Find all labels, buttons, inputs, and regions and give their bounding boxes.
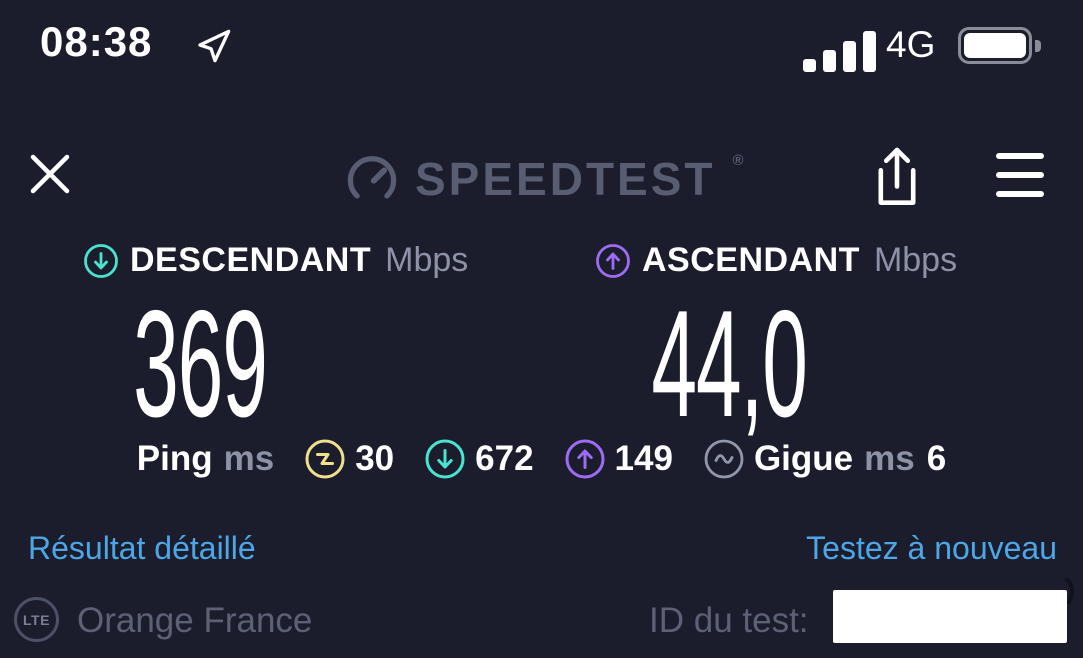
hamburger-line [996, 153, 1044, 159]
close-button[interactable] [26, 150, 74, 198]
hamburger-line [996, 191, 1044, 197]
jitter-label: Gigue [753, 439, 854, 478]
ping-unit: ms [223, 439, 275, 478]
lte-badge: LTE [14, 597, 59, 642]
battery-nub [1035, 40, 1041, 52]
ping-zigzag-icon [304, 438, 346, 480]
ping-value: 30 [355, 439, 395, 478]
download-latency-icon [424, 438, 466, 480]
redaction-pen-mark [1062, 578, 1080, 604]
download-circle-icon [83, 243, 119, 279]
signal-strength-icon [803, 30, 876, 72]
upload-unit: Mbps [873, 241, 958, 279]
download-latency-value: 672 [475, 439, 534, 478]
jitter-value: 6 [926, 439, 947, 478]
location-arrow-icon [194, 26, 234, 66]
upload-value: 44,0 [651, 279, 808, 449]
registered-trademark: ® [732, 152, 744, 169]
logo-wordmark: SPEEDTEST [415, 153, 716, 205]
download-label: DESCENDANT [130, 241, 372, 279]
menu-button[interactable] [996, 153, 1044, 197]
jitter-wave-icon [703, 438, 745, 480]
ping-label: Ping [136, 439, 213, 478]
download-label-row: DESCENDANT Mbps [83, 241, 468, 280]
network-type-label: 4G [886, 24, 936, 65]
upload-latency-value: 149 [614, 439, 673, 478]
share-button[interactable] [870, 144, 924, 210]
hamburger-line [996, 172, 1044, 178]
speedtest-logo: SPEEDTEST ® [344, 148, 744, 210]
test-id-redaction-box [833, 590, 1067, 643]
status-time: 08:38 [40, 18, 153, 65]
upload-label: ASCENDANT [642, 241, 860, 279]
upload-latency-icon [564, 438, 606, 480]
jitter-unit: ms [864, 439, 915, 478]
test-again-link[interactable]: Testez à nouveau [806, 530, 1057, 566]
metrics-row: Ping ms 30 672 149 [0, 438, 1083, 480]
speedtest-gauge-icon [344, 148, 400, 210]
battery-icon [958, 27, 1032, 64]
upload-circle-icon [595, 243, 631, 279]
test-id-label: ID du test: [649, 601, 809, 640]
detailed-result-link[interactable]: Résultat détaillé [28, 530, 256, 566]
download-unit: Mbps [385, 241, 469, 279]
provider-name: Orange France [77, 601, 313, 640]
upload-label-row: ASCENDANT Mbps [595, 241, 957, 280]
download-value: 369 [133, 279, 268, 449]
